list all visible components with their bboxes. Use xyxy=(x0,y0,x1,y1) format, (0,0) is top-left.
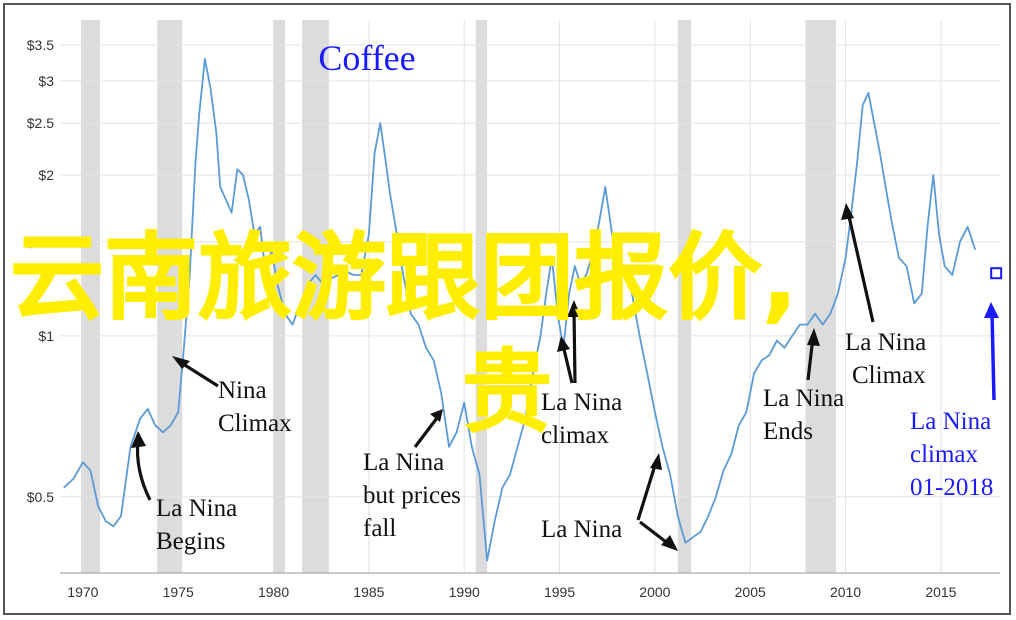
arrowhead-la-nina-climax-2010 xyxy=(841,203,854,220)
annotation-climax-2018-line2: climax xyxy=(910,441,979,468)
annotation-la-nina-begins: La Nina Begins xyxy=(156,495,243,555)
arrow-la-nina-climax-2010 xyxy=(846,211,875,323)
annotation-la-nina-climax-1995: La Nina climax xyxy=(541,389,628,449)
y-tick-label: $3.5 xyxy=(27,37,54,53)
arrowhead-la-nina-prices-fall xyxy=(430,409,443,422)
annotation-nina-climax-line1: Nina xyxy=(218,377,267,404)
arrowhead-la-nina-2000-down xyxy=(661,535,678,551)
y-tick-label: $3 xyxy=(38,73,54,89)
annotation-la-nina-2000: La Nina xyxy=(541,516,622,543)
x-tick-label: 1995 xyxy=(544,584,575,600)
annotation-climax-2018-line1: La Nina xyxy=(910,408,991,435)
shaded-period-6 xyxy=(805,20,837,573)
annotation-climax-1995-line2: climax xyxy=(541,422,610,449)
x-tick-label: 2005 xyxy=(735,584,766,600)
arrow-blue-2018 xyxy=(990,311,996,401)
y-tick-labels: $3.5 $3 $2.5 $2 $1.5 $1 $0.5 xyxy=(27,37,54,505)
annotation-la-nina-climax-2018: La Nina climax 01-2018 xyxy=(910,408,997,501)
x-tick-label: 2000 xyxy=(639,584,670,600)
x-tick-label: 2015 xyxy=(925,584,956,600)
shaded-periods xyxy=(80,20,837,573)
annotation-arrowheads xyxy=(131,203,854,551)
arrowhead-la-nina-2000-up xyxy=(650,453,662,470)
annotation-climax-2010-line1: La Nina xyxy=(845,329,926,356)
x-tick-label: 2010 xyxy=(830,584,861,600)
annotation-nina-climax: Nina Climax xyxy=(218,377,292,437)
x-tick-label: 1975 xyxy=(163,584,194,600)
annotation-prices-fall-line2: but prices xyxy=(363,482,461,509)
shaded-period-3 xyxy=(302,20,329,573)
annotation-climax-2018-line3: 01-2018 xyxy=(910,474,993,501)
end-point-marker xyxy=(990,267,1003,280)
annotation-la-nina-prices-fall: La Nina but prices fall xyxy=(363,449,467,542)
arrow-la-nina-begins xyxy=(135,439,152,501)
x-tick-label: 1970 xyxy=(67,584,98,600)
annotation-la-nina-begins-line1: La Nina xyxy=(156,495,237,522)
shaded-period-2 xyxy=(273,20,285,573)
annotation-climax-2010-line2: Climax xyxy=(852,362,926,389)
series-line-0 xyxy=(63,57,977,562)
annotation-la-nina-begins-line2: Begins xyxy=(156,528,225,555)
arrow-la-nina-prices-fall xyxy=(413,417,439,448)
annotation-la-nina-ends-line2: Ends xyxy=(763,418,813,445)
arrowhead-la-nina-climax-up2 xyxy=(557,336,570,352)
shaded-period-4 xyxy=(475,20,488,573)
arrow-nina-climax xyxy=(179,360,219,388)
arrowhead-blue-2018 xyxy=(984,302,999,318)
annotation-prices-fall-line3: fall xyxy=(363,515,396,542)
y-tick-label: $1 xyxy=(38,328,54,344)
arrowhead-la-nina-begins xyxy=(131,431,146,448)
arrowhead-la-nina-ends xyxy=(807,328,820,346)
annotation-climax-1995-line1: La Nina xyxy=(541,389,622,416)
y-tick-label: $0.5 xyxy=(27,489,54,505)
marker-2018-arrow xyxy=(984,302,999,401)
shaded-period-5 xyxy=(677,20,692,573)
annotation-la-nina-2000-line1: La Nina xyxy=(541,516,622,543)
arrow-la-nina-2000-up xyxy=(636,461,658,521)
y-tick-label: $2 xyxy=(38,167,54,183)
x-tick-labels: 1970 1975 1980 1985 1990 1995 2000 2005 2010 2015 xyxy=(67,584,956,600)
annotation-la-nina-ends-line1: La Nina xyxy=(763,385,844,412)
arrowhead-nina-climax xyxy=(172,356,190,369)
price-series xyxy=(63,57,977,562)
y-tick-label: $1.5 xyxy=(27,234,54,250)
arrowhead-la-nina-climax-up1 xyxy=(567,300,581,317)
x-tick-label: 1985 xyxy=(353,584,384,600)
x-tick-label: 1980 xyxy=(258,584,289,600)
annotation-la-nina-climax-2010: La Nina Climax xyxy=(845,329,932,389)
gridlines xyxy=(60,20,1000,573)
arrow-la-nina-climax-up2 xyxy=(561,344,574,384)
chart-title: Coffee xyxy=(318,38,415,78)
x-tick-label: 1990 xyxy=(449,584,480,600)
arrow-la-nina-climax-up1 xyxy=(572,309,577,384)
shaded-period-0 xyxy=(80,20,101,573)
annotation-la-nina-ends: La Nina Ends xyxy=(763,385,850,445)
annotation-nina-climax-line2: Climax xyxy=(218,410,292,437)
y-tick-label: $2.5 xyxy=(27,115,54,131)
annotation-prices-fall-line1: La Nina xyxy=(363,449,444,476)
